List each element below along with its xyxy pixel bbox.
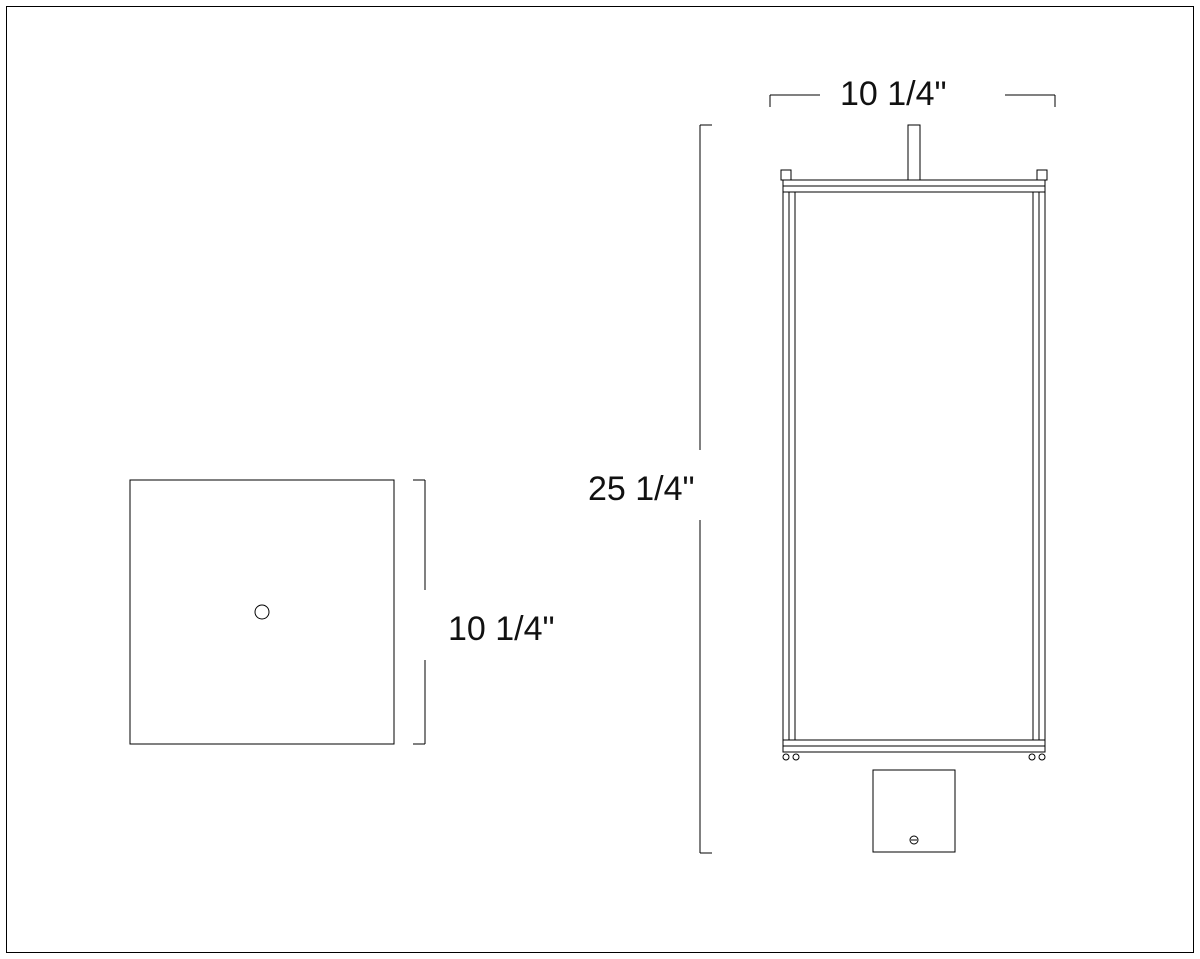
side-view — [781, 125, 1047, 852]
top-bar — [783, 180, 1045, 192]
label-height: 25 1/4" — [588, 470, 695, 509]
height-bracket — [700, 125, 712, 853]
bottom-bar — [783, 740, 1045, 752]
base-block — [873, 770, 955, 852]
label-left-square: 10 1/4" — [448, 610, 555, 649]
left-post — [783, 192, 789, 740]
top-view — [130, 480, 394, 744]
top-stem — [908, 125, 920, 180]
bottom-feet — [783, 754, 1045, 760]
label-top-width: 10 1/4" — [840, 75, 947, 114]
top-view-height-bracket — [413, 480, 425, 744]
diagram-canvas: 10 1/4" 25 1/4" 10 1/4" — [0, 0, 1200, 959]
top-right-cap — [1037, 170, 1047, 180]
right-post — [1039, 192, 1045, 740]
top-left-cap — [781, 170, 791, 180]
